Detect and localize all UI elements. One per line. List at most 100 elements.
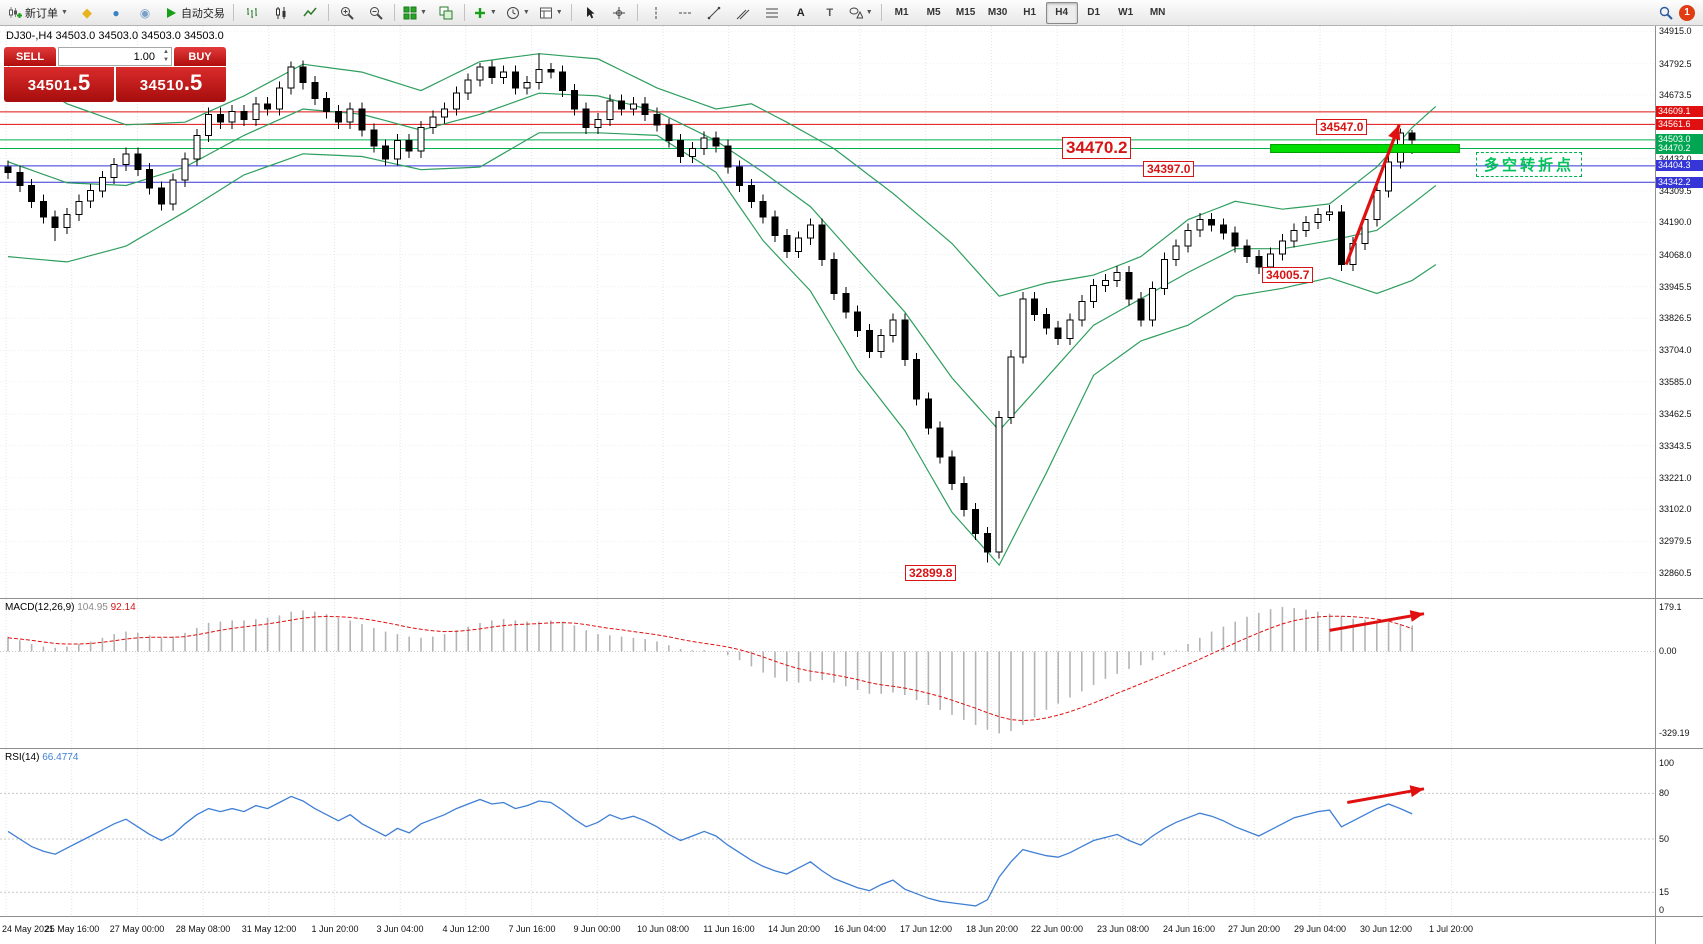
sell-button[interactable]: SELL xyxy=(4,47,56,66)
macd-axis[interactable]: 179.1 0.00 -329.19 xyxy=(1655,599,1703,749)
bar-chart-type-button[interactable] xyxy=(238,1,266,25)
time-axis[interactable]: 24 May 2021 25 May 16:00 27 May 00:00 28 Ma… xyxy=(0,916,1703,944)
timeframe-button[interactable]: M30 xyxy=(987,7,1008,18)
time-label: 4 Jun 12:00 xyxy=(442,924,490,934)
market-button[interactable]: ● xyxy=(102,1,130,25)
new-order-label: 新订单 xyxy=(25,7,58,20)
auto-trading-button[interactable]: 自动交易 xyxy=(160,1,229,25)
crosshair-icon xyxy=(612,6,625,19)
axis-price-label: 33462.5 xyxy=(1659,409,1692,419)
timeframe-button[interactable]: H4 xyxy=(1045,1,1078,24)
rsi-chart[interactable] xyxy=(0,749,1655,917)
zoom-in-icon xyxy=(340,6,354,20)
timeframe-button[interactable]: M15 xyxy=(955,7,976,18)
timeframe-button[interactable]: M5 xyxy=(926,7,941,18)
axis-price-box: 34470.2 xyxy=(1656,143,1703,154)
sell-price[interactable]: 34501.5 xyxy=(4,67,114,102)
axis-price-box: 34503.0 xyxy=(1656,134,1703,145)
rsi-value: 66.4774 xyxy=(42,752,79,763)
timeframe-button[interactable]: MN xyxy=(1149,7,1166,18)
rsi-axis[interactable]: 100 80 50 15 0 xyxy=(1655,749,1703,917)
time-label: 25 May 16:00 xyxy=(44,924,100,934)
separator xyxy=(232,4,234,21)
signals-button[interactable]: ◉ xyxy=(131,1,159,25)
new-order-icon xyxy=(9,6,22,18)
spinner-up-icon: ▲ xyxy=(163,49,169,55)
buy-button[interactable]: BUY xyxy=(174,47,226,66)
auto-trading-label: 自动交易 xyxy=(180,7,225,20)
timeframe-bar: M1 M5 M15 M30 H1 H4 D1 W1 MN xyxy=(886,1,1174,24)
crosshair-tool-button[interactable] xyxy=(605,1,633,25)
cascade-windows-button[interactable] xyxy=(432,1,460,25)
shapes-tool-button[interactable]: ▼ xyxy=(845,1,877,25)
separator xyxy=(570,4,572,21)
price-annotation[interactable]: 34397.0 xyxy=(1143,161,1195,177)
zoom-out-button[interactable] xyxy=(362,1,390,25)
label-tool-button[interactable]: T xyxy=(816,1,844,25)
macd-pane: MACD(12,26,9) 104.95 92.14 179.1 0.00 -329… xyxy=(0,598,1703,749)
cursor-tool-button[interactable] xyxy=(576,1,604,25)
rsi-axis-label: 50 xyxy=(1659,834,1670,844)
axis-price-label: 34792.5 xyxy=(1659,59,1692,69)
axis-price-label: 34432.0 xyxy=(1659,154,1692,164)
fibonacci-tool-button[interactable] xyxy=(758,1,786,25)
line-chart-icon xyxy=(303,7,317,16)
candlestick-type-button[interactable] xyxy=(267,1,295,25)
axis-price-box: 34609.1 xyxy=(1656,106,1703,117)
text-tool-button[interactable]: A xyxy=(787,1,815,25)
horizontal-line-icon xyxy=(678,12,691,13)
timeframe-button[interactable]: M1 xyxy=(894,7,909,18)
vertical-line-tool-button[interactable] xyxy=(642,1,670,25)
axis-price-label: 34915.0 xyxy=(1659,26,1692,36)
turning-point-label[interactable]: 多空转折点 xyxy=(1476,152,1583,177)
line-chart-type-button[interactable] xyxy=(296,1,324,25)
label-tool-icon: T xyxy=(826,6,834,19)
templates-button[interactable]: ▼ xyxy=(535,1,567,25)
timeframe-button[interactable]: H1 xyxy=(1023,7,1037,18)
tile-windows-button[interactable]: ▼ xyxy=(399,1,431,25)
time-label: 27 May 00:00 xyxy=(109,924,165,934)
notification-badge[interactable]: 1 xyxy=(1679,4,1695,21)
channel-tool-button[interactable] xyxy=(729,1,757,25)
clock-icon xyxy=(506,6,519,19)
macd-chart[interactable] xyxy=(0,599,1655,749)
price-axis[interactable]: 34915.034792.534673.534551.034432.034309… xyxy=(1655,26,1703,598)
volume-spinner[interactable]: ▲ ▼ xyxy=(163,48,169,64)
market-icon: ● xyxy=(112,5,120,20)
timeframe-button[interactable]: D1 xyxy=(1087,7,1101,18)
chevron-down-icon: ▼ xyxy=(419,9,427,16)
chevron-down-icon: ▼ xyxy=(489,9,497,16)
price-annotation[interactable]: 34005.7 xyxy=(1262,267,1314,283)
price-annotation[interactable]: 32899.8 xyxy=(905,565,957,581)
time-label: 1 Jul 20:00 xyxy=(1428,924,1474,934)
separator xyxy=(880,4,882,21)
macd-value: 104.95 xyxy=(77,602,108,613)
horizontal-line-tool-button[interactable] xyxy=(671,1,699,25)
cascade-windows-icon xyxy=(439,6,453,19)
main-chart-pane: DJ30-,H4 34503.0 34503.0 34503.0 34503.0… xyxy=(0,26,1703,598)
tile-windows-icon xyxy=(403,6,417,19)
separator xyxy=(463,4,465,21)
chart-window: DJ30-,H4 34503.0 34503.0 34503.0 34503.0… xyxy=(0,26,1703,944)
zoom-in-button[interactable] xyxy=(333,1,361,25)
time-label: 1 Jun 20:00 xyxy=(311,924,359,934)
rsi-axis-label: 15 xyxy=(1659,887,1670,897)
search-icon[interactable] xyxy=(1659,6,1673,20)
new-order-button[interactable]: 新订单 ▼ xyxy=(4,1,72,25)
mql5-button[interactable]: ◆ xyxy=(73,1,101,25)
timeframes-menu-button[interactable]: ▼ xyxy=(502,1,534,25)
text-tool-icon: A xyxy=(796,6,805,19)
time-label: 23 Jun 08:00 xyxy=(1096,924,1150,934)
axis-price-label: 34190.0 xyxy=(1659,217,1692,227)
indicators-button[interactable]: ▼ xyxy=(469,1,501,25)
price-annotation[interactable]: 34547.0 xyxy=(1316,119,1368,135)
time-label: 24 May 2021 xyxy=(2,924,55,934)
axis-price-label: 34309.5 xyxy=(1659,186,1692,196)
volume-input[interactable]: 1.00 ▲ ▼ xyxy=(58,47,172,66)
timeframe-button[interactable]: W1 xyxy=(1118,7,1134,18)
price-chart[interactable] xyxy=(0,26,1655,598)
price-annotation[interactable]: 34470.2 xyxy=(1062,137,1132,159)
buy-price[interactable]: 34510.5 xyxy=(116,67,226,102)
candlestick-icon xyxy=(275,6,286,19)
trendline-tool-button[interactable] xyxy=(700,1,728,25)
